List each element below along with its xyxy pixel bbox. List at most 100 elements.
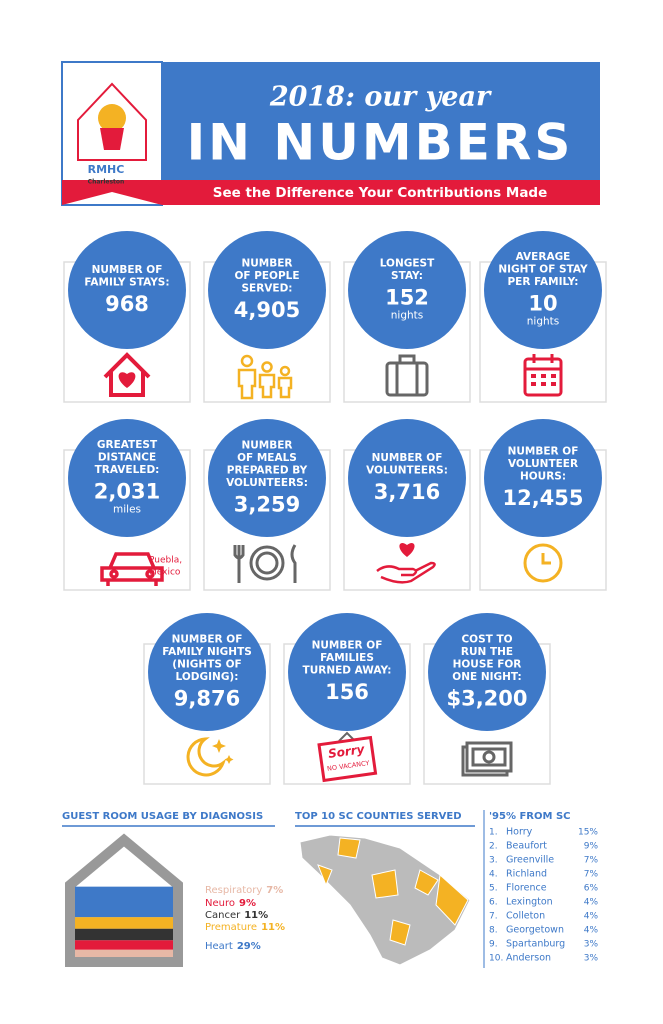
stat-label: HOURS: xyxy=(520,471,566,483)
county-rank: 3. xyxy=(489,856,498,866)
icon-part xyxy=(385,361,429,397)
sc-map xyxy=(299,834,471,966)
icon-part xyxy=(317,735,378,783)
diagnosis-pct: 11% xyxy=(261,922,285,933)
county-pct: 9% xyxy=(584,842,599,852)
main-title: IN NUMBERS xyxy=(187,114,574,172)
county-pct: 7% xyxy=(584,856,599,866)
diagnosis-band xyxy=(75,917,173,929)
diagnosis-band xyxy=(75,928,173,941)
icon-part xyxy=(277,376,293,399)
icon-part xyxy=(541,553,551,565)
county-rank: 6. xyxy=(489,898,498,908)
stat-value: 9,876 xyxy=(174,686,240,710)
county-name: Horry xyxy=(506,827,533,838)
county-name: Florence xyxy=(506,883,547,894)
stat-label: PREPARED BY xyxy=(227,464,308,476)
stat-label: NUMBER xyxy=(241,258,292,270)
icon-part xyxy=(237,368,257,400)
stat-unit: miles xyxy=(113,504,141,516)
stat-label: OF PEOPLE xyxy=(234,270,299,282)
icon-part xyxy=(186,737,227,777)
stat-icon xyxy=(523,354,563,397)
logo-ribbon xyxy=(62,180,162,205)
stat-unit: nights xyxy=(391,309,423,321)
stat-icon xyxy=(385,354,429,397)
stat-label: TURNED AWAY: xyxy=(303,665,392,677)
icon-part xyxy=(212,739,234,764)
diagnosis-pct: 11% xyxy=(244,910,268,921)
stat-label: SERVED: xyxy=(241,283,292,295)
county-rank: 8. xyxy=(489,926,498,936)
stat-icon xyxy=(237,354,293,400)
stat-icon xyxy=(376,543,436,584)
icon-part xyxy=(106,580,158,586)
logo-body xyxy=(100,128,124,150)
logo-text: RMHC xyxy=(88,163,125,176)
stat-label: NUMBER OF xyxy=(172,633,243,645)
counties-title: TOP 10 SC COUNTIES SERVED xyxy=(295,811,462,822)
county-pct: 4% xyxy=(584,898,599,908)
stat-value: $3,200 xyxy=(446,686,527,710)
icon-part xyxy=(482,750,496,764)
icon-part xyxy=(255,551,279,575)
icon-part xyxy=(258,373,276,399)
stat-icon xyxy=(103,352,151,397)
stat-value: 12,455 xyxy=(502,486,583,510)
stat-circle xyxy=(208,419,326,537)
icon-part xyxy=(233,544,297,583)
stat-label: FAMILY STAYS: xyxy=(84,276,169,288)
header-banner xyxy=(162,62,600,180)
stat-label: VOLUNTEERS: xyxy=(226,477,308,489)
icon-part xyxy=(109,569,119,579)
stat-circle xyxy=(288,613,406,731)
logo-face xyxy=(98,104,126,132)
icon-part xyxy=(237,354,293,400)
icon-part xyxy=(100,552,164,586)
county-rank: 1. xyxy=(489,828,498,838)
icon-part xyxy=(103,352,151,397)
county-name: Spartanburg xyxy=(506,939,565,950)
stat-label: (NIGHTS OF xyxy=(172,658,241,670)
icon-part xyxy=(523,357,563,397)
icon-part xyxy=(523,543,563,583)
county-pct: 15% xyxy=(578,828,598,838)
diagnosis-pct: 9% xyxy=(239,898,256,909)
stat-label: ONE NIGHT: xyxy=(452,671,521,683)
stat-circle xyxy=(148,613,266,731)
icon-part xyxy=(376,561,436,584)
icon-part xyxy=(525,354,561,371)
county-pct: 3% xyxy=(584,940,599,950)
stat-label: GREATEST xyxy=(97,439,158,451)
diagnosis-label: Premature 11% xyxy=(205,922,285,933)
icon-part xyxy=(531,374,556,386)
icon-part xyxy=(541,374,546,378)
stat-label: NUMBER OF xyxy=(92,264,163,276)
icon-part xyxy=(461,741,513,777)
icon-part xyxy=(395,354,419,395)
stat-unit: nights xyxy=(527,316,559,328)
stat-label: NIGHT OF STAY xyxy=(498,264,588,276)
stat-label: COST TO xyxy=(461,633,512,645)
county-rank: 2. xyxy=(489,842,498,852)
diagnosis-band xyxy=(75,949,173,957)
stat-icon xyxy=(100,552,164,586)
stat-circle xyxy=(348,231,466,349)
icon-part xyxy=(471,747,507,767)
stat-circle xyxy=(428,613,546,731)
stat-label: LODGING): xyxy=(176,671,239,683)
diagnosis-name: Cancer xyxy=(205,910,241,921)
stat-label: LONGEST xyxy=(380,257,435,269)
diagnosis-pct: 29% xyxy=(237,941,261,952)
diagnosis-title: GUEST ROOM USAGE BY DIAGNOSIS xyxy=(62,811,263,822)
icon-part xyxy=(261,361,273,373)
stat-label: FAMILY NIGHTS xyxy=(162,646,252,658)
icon-part xyxy=(240,354,254,368)
stat-label: NUMBER OF xyxy=(312,640,383,652)
year-title: 2018: our year xyxy=(269,82,492,113)
icon-part xyxy=(100,552,164,582)
county-pct: 4% xyxy=(584,926,599,936)
diagnosis-band xyxy=(75,940,173,950)
